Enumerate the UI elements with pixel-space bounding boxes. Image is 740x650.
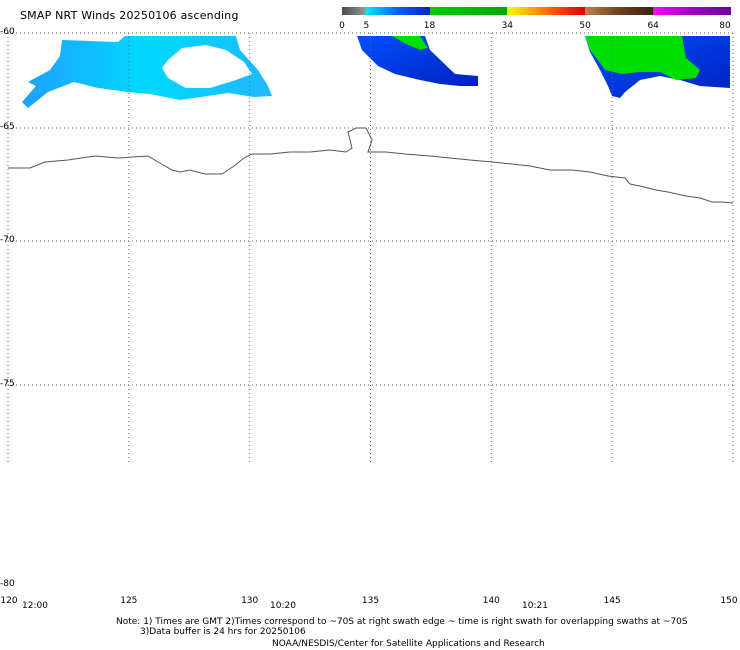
lat-label: -70: [0, 235, 15, 245]
lon-label: 130: [241, 596, 259, 606]
colorbar-label: 80: [719, 21, 731, 31]
lat-label: -75: [0, 379, 15, 389]
map-title: SMAP NRT Winds 20250106 ascending: [20, 9, 239, 22]
colorbar-label: 64: [647, 21, 659, 31]
lon-label: 145: [603, 596, 621, 606]
wind-swath-west: [22, 36, 272, 108]
colorbar-segment: [366, 7, 430, 15]
wind-swath-east-gale: [585, 36, 700, 80]
lon-label: 125: [120, 596, 138, 606]
lat-label: -65: [0, 122, 15, 132]
swath-time-3: 10:21: [522, 601, 548, 611]
colorbar-label: 18: [423, 21, 436, 31]
colorbar-label: 0: [339, 21, 345, 31]
colorbar-segment: [429, 7, 508, 15]
wind-swath-middle-gale: [392, 36, 428, 50]
lat-label: -80: [0, 579, 15, 589]
swath-time-2: 10:20: [270, 601, 296, 611]
colorbar-label: 50: [579, 21, 591, 31]
note-line-2: 3)Data buffer is 24 hrs for 20250106: [140, 627, 306, 637]
lat-lon-grid: [7, 32, 734, 463]
colorbar-segment: [653, 7, 731, 15]
colorbar-segment: [342, 7, 367, 15]
note-line-3: NOAA/NESDIS/Center for Satellite Applica…: [272, 639, 545, 649]
wind-speed-colorbar: [342, 7, 731, 15]
lon-label: 120: [0, 596, 18, 606]
colorbar-label: 34: [501, 21, 514, 31]
wind-swath-middle: [357, 36, 478, 86]
lon-label: 140: [482, 596, 500, 606]
lat-label: -60: [0, 27, 15, 37]
lon-label: 135: [361, 596, 380, 606]
antarctic-coastline: [8, 127, 734, 204]
colorbar-segment: [585, 7, 654, 15]
colorbar-segment: [507, 7, 586, 15]
note-line-1: Note: 1) Times are GMT 2)Times correspon…: [116, 617, 688, 627]
lon-label: 150: [720, 596, 738, 606]
colorbar-label: 5: [363, 21, 370, 31]
swath-time-1: 12:00: [22, 601, 48, 611]
